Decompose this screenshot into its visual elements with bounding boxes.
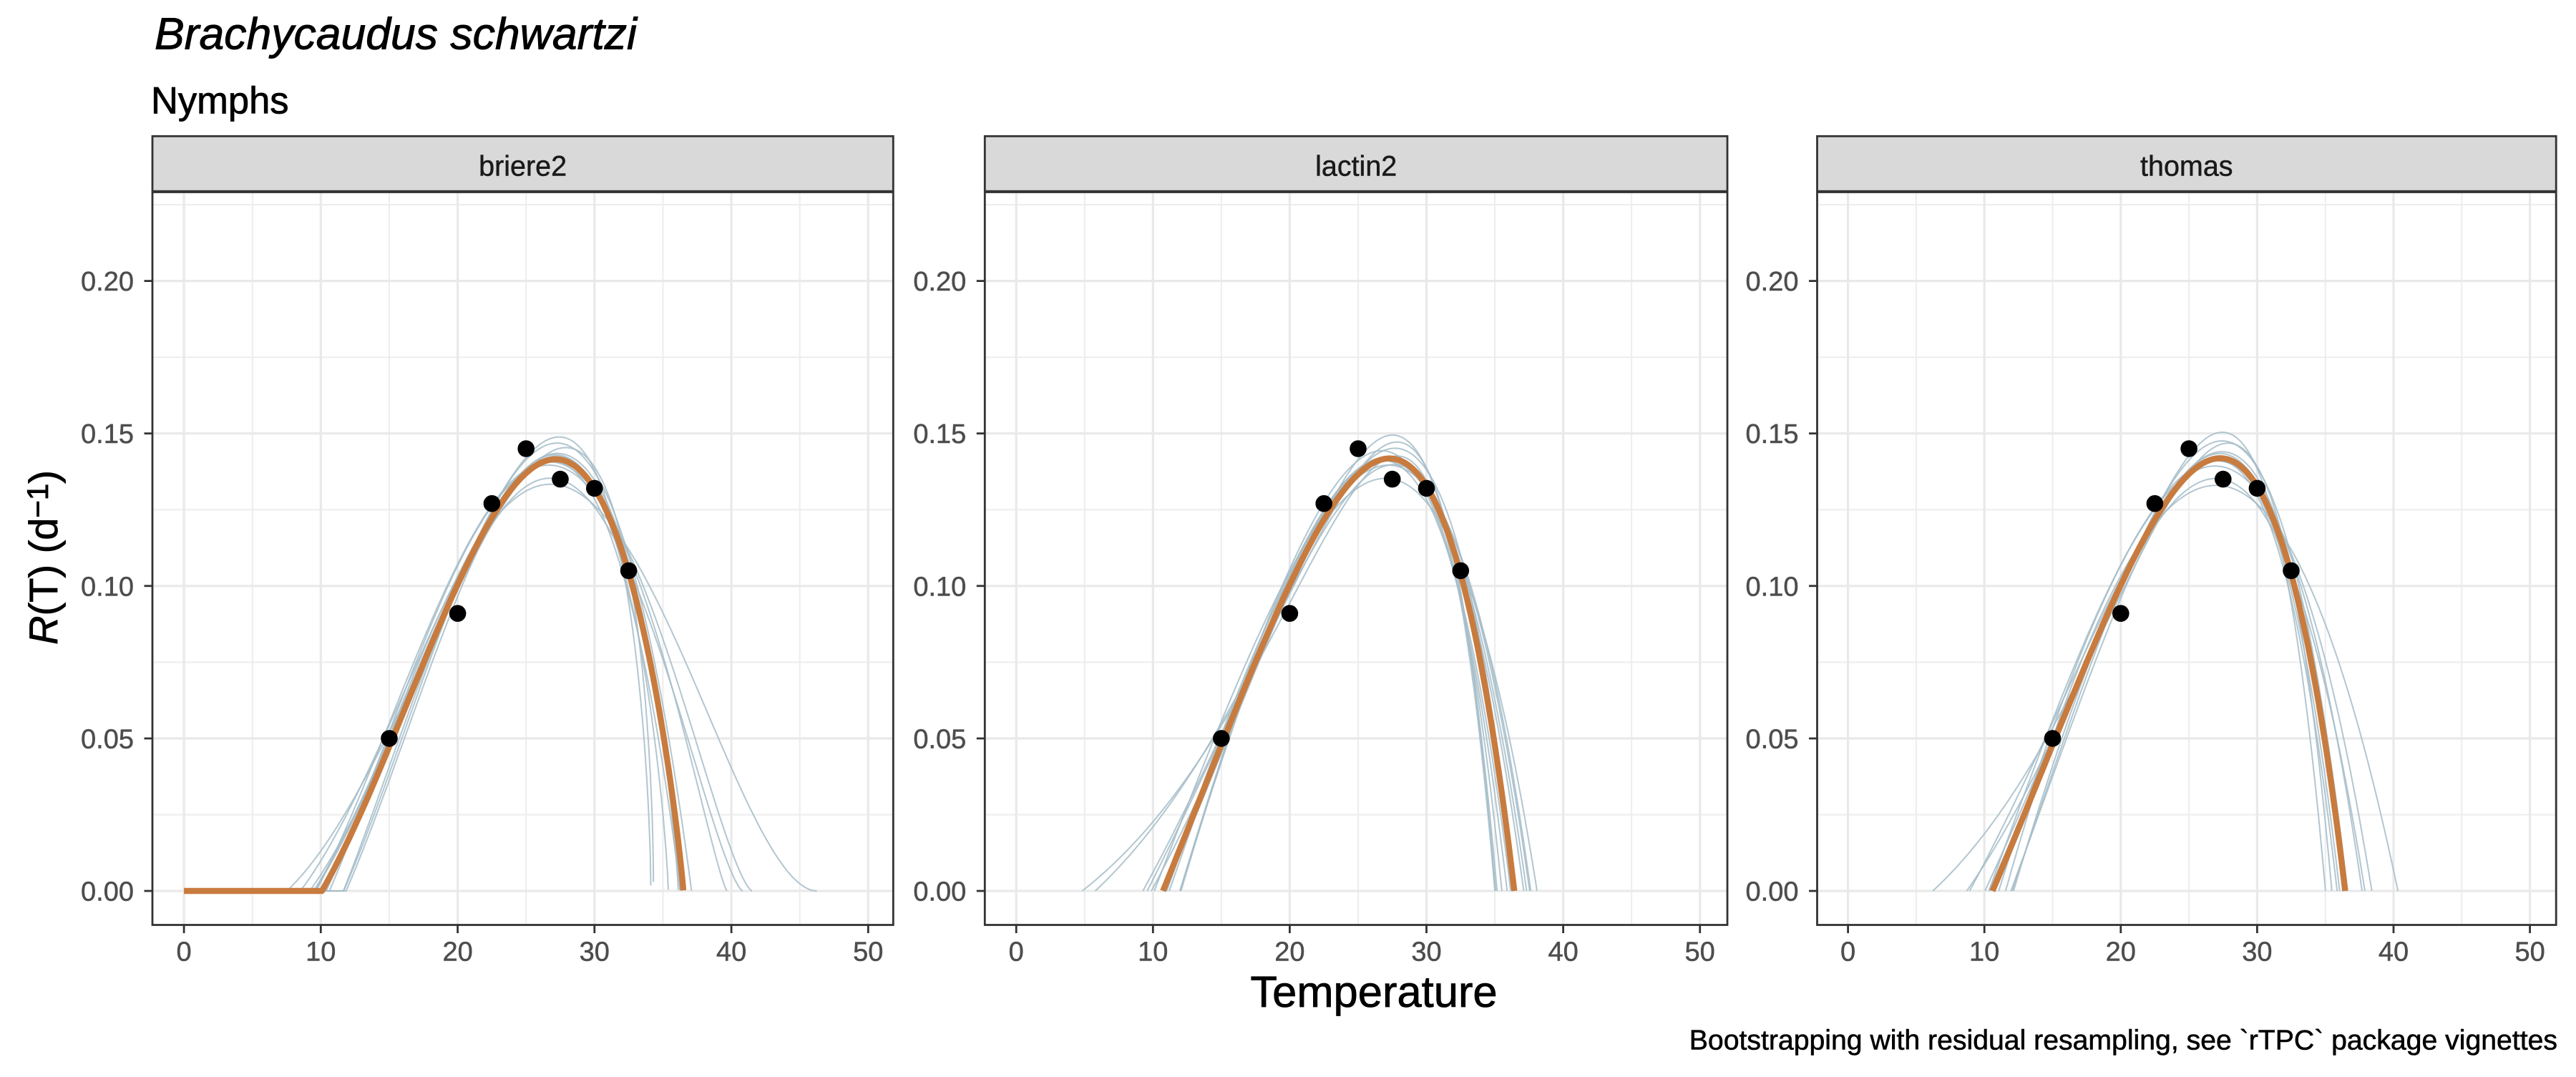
svg-text:0.00: 0.00 [1746, 877, 1799, 907]
svg-text:Nymphs: Nymphs [151, 80, 289, 122]
svg-text:20: 20 [2106, 937, 2136, 968]
svg-text:briere2: briere2 [479, 151, 567, 182]
svg-text:0.05: 0.05 [81, 724, 134, 754]
svg-text:0.15: 0.15 [913, 419, 966, 449]
svg-text:0.00: 0.00 [913, 877, 966, 907]
svg-text:0.05: 0.05 [1746, 724, 1799, 754]
svg-text:0.00: 0.00 [81, 877, 134, 907]
svg-text:Brachycaudus schwartzi: Brachycaudus schwartzi [155, 9, 638, 59]
svg-text:0: 0 [1840, 937, 1855, 968]
svg-text:0.10: 0.10 [81, 572, 134, 602]
svg-text:Bootstrapping with residual re: Bootstrapping with residual resampling, … [1689, 1025, 2557, 1056]
svg-text:40: 40 [1548, 937, 1578, 968]
svg-text:lactin2: lactin2 [1315, 151, 1397, 182]
svg-text:30: 30 [580, 937, 610, 968]
svg-text:0: 0 [177, 937, 192, 968]
svg-text:0.10: 0.10 [913, 572, 966, 602]
svg-text:10: 10 [1138, 937, 1168, 968]
svg-text:thomas: thomas [2140, 151, 2233, 182]
svg-text:40: 40 [2379, 937, 2409, 968]
svg-text:0.10: 0.10 [1746, 572, 1799, 602]
svg-text:0.05: 0.05 [913, 724, 966, 754]
svg-text:0.20: 0.20 [913, 267, 966, 297]
svg-text:10: 10 [306, 937, 336, 968]
svg-text:50: 50 [1685, 937, 1715, 968]
svg-text:0: 0 [1009, 937, 1024, 968]
svg-text:20: 20 [442, 937, 472, 968]
svg-text:0.20: 0.20 [1746, 267, 1799, 297]
svg-text:0.20: 0.20 [81, 267, 134, 297]
svg-text:30: 30 [2242, 937, 2272, 968]
svg-text:10: 10 [1969, 937, 1999, 968]
svg-text:R(T) (d−1): R(T) (d−1) [21, 470, 66, 645]
svg-text:0.15: 0.15 [1746, 419, 1799, 449]
svg-text:20: 20 [1274, 937, 1304, 968]
svg-text:50: 50 [2514, 937, 2545, 968]
svg-text:40: 40 [716, 937, 746, 968]
svg-text:30: 30 [1411, 937, 1441, 968]
svg-text:0.15: 0.15 [81, 419, 134, 449]
svg-text:Temperature: Temperature [1250, 968, 1497, 1017]
svg-text:50: 50 [853, 937, 883, 968]
